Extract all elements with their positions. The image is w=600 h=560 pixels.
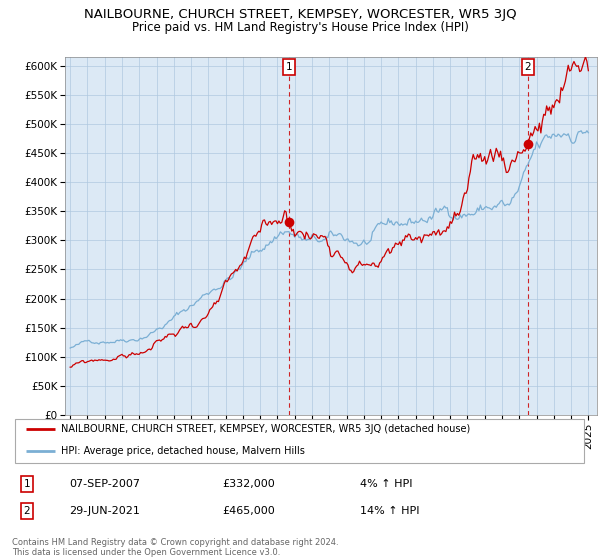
Text: 2: 2 [23, 506, 31, 516]
Text: NAILBOURNE, CHURCH STREET, KEMPSEY, WORCESTER, WR5 3JQ: NAILBOURNE, CHURCH STREET, KEMPSEY, WORC… [83, 8, 517, 21]
Text: 14% ↑ HPI: 14% ↑ HPI [360, 506, 419, 516]
Text: 2: 2 [524, 62, 531, 72]
Text: £465,000: £465,000 [222, 506, 275, 516]
Text: 29-JUN-2021: 29-JUN-2021 [69, 506, 140, 516]
FancyBboxPatch shape [15, 418, 584, 463]
Text: 1: 1 [286, 62, 293, 72]
Text: Contains HM Land Registry data © Crown copyright and database right 2024.
This d: Contains HM Land Registry data © Crown c… [12, 538, 338, 557]
Text: 07-SEP-2007: 07-SEP-2007 [69, 479, 140, 489]
Text: 1: 1 [23, 479, 31, 489]
Text: Price paid vs. HM Land Registry's House Price Index (HPI): Price paid vs. HM Land Registry's House … [131, 21, 469, 34]
Text: HPI: Average price, detached house, Malvern Hills: HPI: Average price, detached house, Malv… [61, 446, 305, 456]
Text: 4% ↑ HPI: 4% ↑ HPI [360, 479, 413, 489]
Text: NAILBOURNE, CHURCH STREET, KEMPSEY, WORCESTER, WR5 3JQ (detached house): NAILBOURNE, CHURCH STREET, KEMPSEY, WORC… [61, 424, 470, 434]
Text: £332,000: £332,000 [222, 479, 275, 489]
